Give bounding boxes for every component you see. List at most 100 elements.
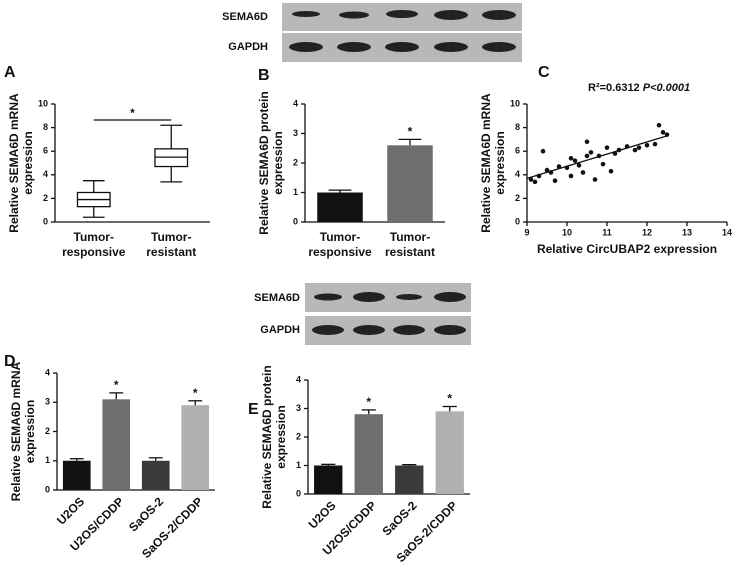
significance-label: * (366, 395, 371, 409)
y-axis-label: Relative SEMA6D protein (260, 365, 274, 508)
point (616, 147, 622, 153)
point (552, 178, 558, 183)
x-tick-label: Tumor- (74, 230, 114, 244)
y-tick-label: 2 (293, 157, 298, 167)
point (540, 148, 546, 154)
y-tick-label: 1 (296, 460, 301, 470)
point (596, 153, 602, 159)
bar (102, 399, 131, 490)
point (644, 143, 650, 148)
blot-label: GAPDH (228, 41, 268, 53)
x-tick-label: Tumor- (151, 230, 191, 244)
x-tick-label: resistant (146, 245, 196, 259)
blot-label: SEMA6D (222, 11, 268, 23)
blot-bands (312, 292, 466, 335)
y-axis-label: expression (23, 400, 37, 463)
y-axis-label: Relative SEMA6D mRNA (9, 361, 23, 501)
y-tick-label: 10 (38, 98, 48, 108)
y-tick-label: 2 (45, 426, 50, 436)
y-tick-label: 4 (296, 374, 301, 384)
y-axis-label: Relative SEMA6D protein (257, 91, 271, 234)
point (652, 141, 658, 147)
y-tick-label: 6 (515, 146, 520, 156)
x-tick-label: U2OS (306, 498, 339, 531)
significance-label: * (447, 392, 452, 406)
x-tick-label: 13 (682, 227, 692, 237)
point (556, 164, 562, 169)
point (580, 170, 586, 175)
point (612, 151, 618, 156)
bar (435, 411, 464, 494)
y-tick-label: 0 (515, 216, 520, 226)
y-tick-label: 0 (43, 216, 48, 226)
point (592, 177, 598, 182)
point (608, 168, 614, 174)
x-tick-label: 10 (562, 227, 572, 237)
annotation-r2: R²=0.6312 (588, 82, 640, 94)
y-tick-label: 8 (43, 122, 48, 132)
significance-label: * (130, 106, 135, 120)
bar (317, 192, 363, 222)
bar (62, 460, 91, 490)
point (624, 144, 630, 149)
x-tick-label: Tumor- (320, 230, 360, 244)
blot-label: SEMA6D (254, 292, 300, 304)
y-tick-label: 1 (293, 187, 298, 197)
y-axis-label: Relative SEMA6D mRNA (479, 93, 493, 233)
y-tick-label: 0 (45, 484, 50, 494)
y-axis-label: expression (21, 131, 35, 194)
point (568, 155, 574, 161)
x-tick-label: Tumor- (390, 230, 430, 244)
panel-letter: A (4, 64, 16, 81)
bar (314, 465, 343, 494)
y-tick-label: 1 (45, 455, 50, 465)
panel-letter: E (248, 401, 259, 418)
y-tick-label: 2 (43, 193, 48, 203)
bar (354, 414, 383, 494)
y-axis-label: expression (493, 131, 507, 194)
y-tick-label: 2 (515, 193, 520, 203)
point (664, 132, 670, 137)
x-tick-label: 11 (602, 227, 612, 237)
point (536, 173, 542, 179)
point (584, 139, 590, 145)
blot-bands (289, 10, 516, 52)
panel-letter: B (258, 67, 270, 84)
x-tick-label: 9 (524, 227, 529, 237)
annotation-p: P<0.0001 (643, 82, 690, 94)
y-tick-label: 10 (510, 98, 520, 108)
x-tick-label: resistant (385, 245, 435, 259)
x-tick-label: responsive (62, 245, 126, 259)
x-tick-label: 12 (642, 227, 652, 237)
blot-label: GAPDH (260, 324, 300, 336)
point (564, 165, 570, 171)
y-axis-label: expression (274, 405, 288, 468)
bar (387, 145, 433, 222)
bar (181, 405, 210, 490)
x-tick-label: responsive (308, 245, 372, 259)
point (660, 130, 666, 135)
x-tick-label: 14 (722, 227, 732, 237)
y-tick-label: 4 (43, 169, 48, 179)
point (572, 158, 578, 163)
point (528, 177, 534, 182)
point (544, 167, 550, 173)
y-axis-label: Relative SEMA6D mRNA (7, 93, 21, 233)
point (588, 150, 594, 155)
bar (395, 465, 424, 494)
x-tick-label: U2OS (54, 494, 87, 527)
significance-label: * (114, 378, 119, 392)
point (576, 163, 582, 168)
point (548, 170, 554, 175)
bar (141, 460, 170, 490)
point (656, 122, 662, 128)
y-tick-label: 6 (43, 146, 48, 156)
significance-label: * (193, 386, 198, 400)
y-tick-label: 4 (293, 98, 298, 108)
point (532, 179, 538, 185)
y-tick-label: 3 (296, 403, 301, 413)
annotation: R²=0.6312 P<0.0001 (588, 82, 690, 94)
y-tick-label: 0 (293, 216, 298, 226)
point (568, 173, 574, 179)
